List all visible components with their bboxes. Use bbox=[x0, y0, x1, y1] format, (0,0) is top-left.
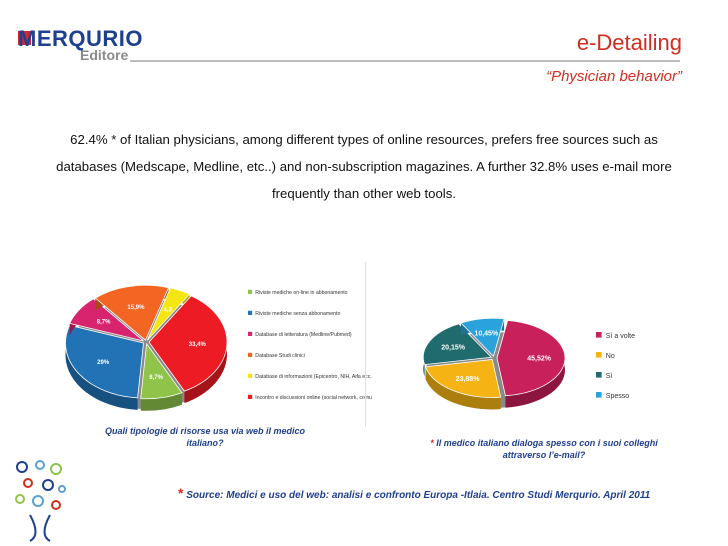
chart1-legend-label-database-di-letteratura-medlin: Database di letteratura (Medline/Pubmed) bbox=[255, 332, 352, 338]
chart1-value-label-database-studi-clinici: 15,9% bbox=[127, 305, 145, 311]
chart1-legend-swatch-database-di-letteratura-medlin bbox=[248, 331, 253, 336]
chart2-legend-swatch-s-a-volte bbox=[596, 332, 602, 338]
chart1-legend-label-database-di-informazioni-epice: Database di informazioni (Epicentro, NIH… bbox=[255, 374, 372, 380]
chart2-legend-swatch-s bbox=[596, 372, 602, 378]
chart2-slice-s-a-volte bbox=[496, 320, 566, 408]
chart2-legend-swatch-spesso bbox=[596, 392, 602, 398]
logo-mark-icon bbox=[18, 31, 31, 45]
chart2-legend-label-s-a-volte: Sì a volte bbox=[606, 333, 635, 340]
body-paragraph: 62.4% * of Italian physicians, among dif… bbox=[56, 132, 672, 201]
chart2-legend-label-no: No bbox=[606, 353, 615, 360]
logo-sub-text: Editore bbox=[80, 47, 129, 63]
chart1-slice-database-di-letteratura-medlin bbox=[69, 298, 144, 342]
chart-resource-types: 8,7% 29% 8,7% 15,9% 4,3 33,4% Riviste mediche … bbox=[65, 284, 372, 411]
chart1-legend-label-incontro-e-discussioni-online-: Incontro e discussioni online (social ne… bbox=[255, 395, 372, 401]
chart-separator bbox=[365, 262, 366, 427]
slide-subtitle: “Physician behavior” bbox=[546, 68, 682, 85]
chart1-legend-swatch-riviste-mediche-on-line-in-abb bbox=[248, 289, 253, 294]
source-text: Source: Medici e uso del web: analisi e … bbox=[183, 490, 651, 501]
chart1-value-label-database-di-informazioni-epice: 4,3 bbox=[164, 307, 173, 313]
chart1-legend-label-riviste-mediche-on-line-in-abb: Riviste mediche on-line in abbonamento bbox=[255, 290, 347, 296]
chart2-slice-s bbox=[422, 323, 493, 377]
chart1-caption: Quali tipologie di risorse usa via web i… bbox=[104, 426, 306, 448]
chart1-slice-database-studi-clinici bbox=[94, 284, 170, 341]
chart1-slice-riviste-mediche-senza-abboname bbox=[65, 324, 144, 410]
chart2-value-label-s: 20,15% bbox=[441, 345, 466, 352]
chart1-legend-swatch-incontro-e-discussioni-online- bbox=[248, 394, 253, 399]
chart1-legend-label-database-studi-clinici: Database Studi clinici bbox=[255, 353, 305, 359]
chart1-value-label-riviste-mediche-senza-abboname: 29% bbox=[97, 360, 110, 366]
chart1-legend-swatch-riviste-mediche-senza-abboname bbox=[248, 310, 253, 315]
chart2-value-label-s-a-volte: 45,52% bbox=[527, 356, 552, 363]
chart2-legend-label-spesso: Spesso bbox=[606, 393, 629, 400]
chart1-legend-swatch-database-studi-clinici bbox=[248, 352, 253, 357]
chart2-value-label-no: 23,88% bbox=[456, 376, 481, 383]
chart2-slice-no bbox=[424, 359, 502, 410]
chart1-value-label-incontro-e-discussioni-online-: 33,4% bbox=[189, 342, 207, 348]
decorative-letters-graphic bbox=[15, 460, 66, 542]
chart2-slice-spesso bbox=[460, 317, 505, 358]
chart2-caption-star: * bbox=[430, 438, 434, 448]
chart2-value-label-spesso: 10,45% bbox=[474, 330, 499, 337]
slide-title: e-Detailing bbox=[576, 30, 682, 55]
header-divider bbox=[130, 60, 680, 62]
logo-main-text: MERQURIO bbox=[18, 26, 143, 51]
chart2-caption: * Il medico italiano dialoga spesso con … bbox=[418, 437, 670, 461]
chart1-legend-label-riviste-mediche-senza-abboname: Riviste mediche senza abbonamento bbox=[255, 311, 340, 317]
chart2-caption-text: Il medico italiano dialoga spesso con i … bbox=[433, 438, 658, 460]
chart1-value-label-database-di-letteratura-medlin: 8,7% bbox=[97, 320, 111, 326]
source-star: * bbox=[178, 485, 184, 501]
chart1-slice-riviste-mediche-on-line-in-abb bbox=[140, 342, 183, 411]
source-note: * Source: Medici e uso del web: analisi … bbox=[178, 486, 680, 503]
chart1-legend-swatch-database-di-informazioni-epice bbox=[248, 373, 253, 378]
chart1-slice-incontro-e-discussioni-online- bbox=[148, 295, 228, 404]
merqurio-logo: MERQURIO Editore bbox=[18, 26, 143, 66]
chart1-value-label-riviste-mediche-on-line-in-abb: 8,7% bbox=[149, 375, 163, 381]
chart2-legend-swatch-no bbox=[596, 352, 602, 358]
chart1-slice-database-di-informazioni-epice bbox=[146, 287, 191, 341]
chart2-legend-label-s: Sì bbox=[606, 373, 613, 380]
chart-email-usage: 45,52% 23,88% 20,15% 10,45% Sì a volte No Sì Sp… bbox=[422, 317, 635, 410]
